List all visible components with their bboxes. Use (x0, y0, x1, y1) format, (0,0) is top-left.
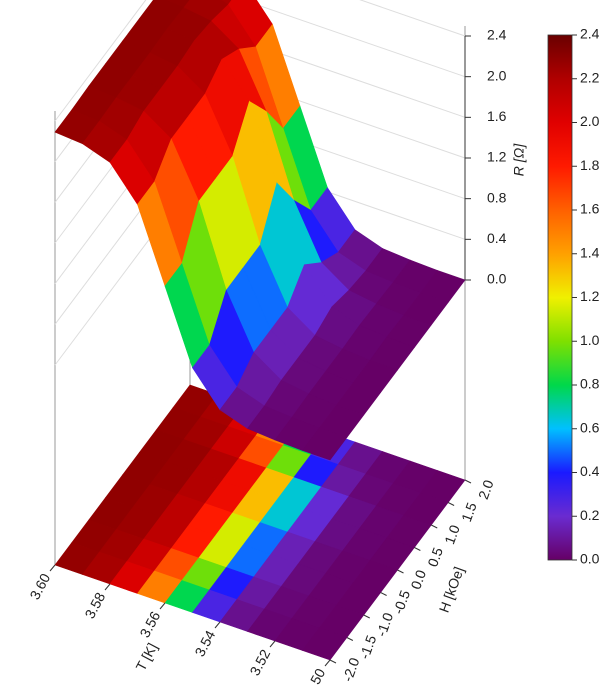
x-tick-label: 3.60 (26, 570, 53, 602)
z-tick-label: 0.8 (487, 189, 507, 205)
colorbar-tick-label: 0.8 (580, 376, 600, 392)
y-tick (464, 479, 472, 484)
y-tick-label: 2.0 (475, 477, 497, 501)
colorbar-tick-label: 1.6 (580, 201, 600, 217)
y-axis-title: H [kOe] (436, 565, 467, 615)
colorbar (547, 34, 573, 561)
z-tick-label: 0.0 (487, 271, 507, 287)
x-tick-label: 3.50 (301, 665, 328, 685)
colorbar-tick-label: 0.2 (580, 507, 600, 523)
z-tick-label: 2.4 (487, 27, 507, 43)
y-tick-label: -1.0 (373, 610, 396, 638)
y-tick (447, 502, 455, 506)
x-tick-label: 3.56 (136, 608, 163, 640)
y-tick-label: -0.5 (390, 588, 413, 616)
x-tick (214, 621, 221, 629)
y-tick (329, 659, 337, 664)
colorbar-tick-label: 0.0 (580, 551, 600, 567)
colorbar-tick-label: 2.2 (580, 69, 600, 85)
y-tick-label: 0.5 (424, 545, 446, 569)
colorbar-tick-label: 2.4 (580, 26, 600, 42)
floor-cell (302, 627, 348, 661)
y-tick (414, 547, 421, 551)
x-tick-label: 3.54 (191, 627, 218, 659)
y-tick-label: -1.5 (356, 633, 379, 661)
z-tick-label: 1.6 (487, 108, 507, 124)
surface-cell (220, 0, 233, 6)
y-tick (346, 637, 354, 641)
y-tick (380, 592, 387, 596)
z-tick-label: 1.2 (487, 149, 507, 165)
y-tick-label: 1.5 (458, 500, 480, 524)
x-tick-label: 3.52 (246, 646, 273, 678)
z-tick-label: 0.4 (487, 230, 507, 246)
grid-line (54, 0, 466, 122)
y-tick (363, 614, 370, 619)
colorbar-tick-label: 1.8 (580, 157, 600, 173)
x-tick-label: 3.58 (81, 589, 108, 621)
x-tick (269, 640, 276, 648)
x-axis-title: T [K] (132, 640, 160, 673)
colorbar-tick-label: 0.6 (580, 419, 600, 435)
colorbar-tick-label: 2.0 (580, 113, 600, 129)
colorbar-tick-label: 1.2 (580, 288, 600, 304)
x-tick (159, 602, 166, 610)
y-tick-label: 0.0 (407, 567, 429, 591)
x-tick (49, 564, 56, 572)
colorbar-tick-label: 0.4 (580, 463, 600, 479)
x-tick (324, 659, 331, 667)
y-tick (431, 524, 438, 529)
x-tick (104, 583, 111, 591)
y-tick-label: -2.0 (339, 655, 362, 683)
colorbar-tick-label: 1.4 (580, 244, 600, 260)
surface-cell (302, 427, 348, 461)
y-tick-label: 1.0 (441, 522, 463, 546)
z-axis-title: R [Ω] (511, 143, 527, 177)
colorbar-tick-label: 1.0 (580, 332, 600, 348)
y-tick (397, 569, 404, 574)
z-tick-label: 2.0 (487, 67, 507, 83)
